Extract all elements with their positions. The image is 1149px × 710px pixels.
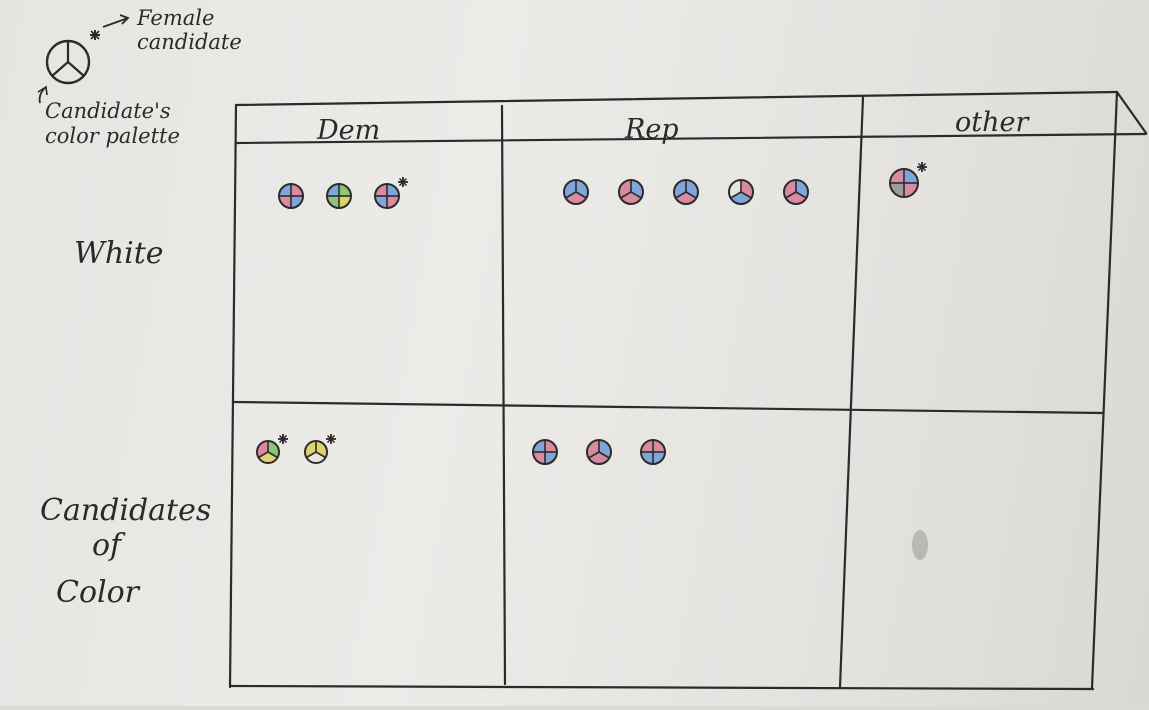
candidate-icons [256, 162, 927, 465]
female-label-line2: candidate [137, 30, 242, 54]
female-label-line1: Female [136, 6, 214, 30]
candidate-icon-white-dem [278, 183, 304, 209]
palette-slice [533, 452, 545, 464]
candidate-icon-color-dem [304, 434, 336, 464]
palette-slice [620, 192, 642, 204]
palette-label-line1: Candidate's [45, 99, 171, 123]
female-star-icon [917, 162, 927, 172]
female-star-icon [90, 30, 100, 40]
palette-divider [315, 451, 326, 459]
palette-divider [306, 451, 317, 459]
palette-divider [685, 191, 697, 199]
row-label-color-line3: Color [56, 575, 141, 610]
palette-slice [339, 196, 351, 208]
palette-slice [890, 183, 904, 197]
palette-divider [740, 191, 752, 199]
palette-slice [653, 440, 665, 452]
palette-slice [675, 192, 697, 204]
palette-divider [588, 451, 600, 459]
row-label-color-line2: of [92, 528, 126, 563]
palette-slice [387, 196, 399, 208]
palette-divider [620, 191, 632, 199]
palette-slice [327, 184, 339, 196]
candidate-icon-white-dem [326, 183, 352, 209]
palette-slice [653, 452, 665, 464]
candidate-icon-color-rep [532, 439, 558, 465]
palette-divider [675, 191, 687, 199]
palette-divider [795, 191, 807, 199]
palette-divider [575, 191, 587, 199]
palette-slice [641, 452, 653, 464]
palette-slice [279, 184, 291, 196]
female-star-icon [326, 434, 336, 444]
palette-slice [904, 169, 918, 183]
palette-slice [291, 184, 303, 196]
candidate-icon-color-dem [256, 434, 288, 464]
palette-slice [387, 184, 399, 196]
palette-slice [533, 440, 545, 452]
palette-slice [339, 184, 351, 196]
palette-slice [904, 183, 918, 197]
female-star-icon [278, 434, 288, 444]
palette-divider [598, 451, 610, 459]
candidate-icon-white-other [889, 162, 927, 198]
palette-slice [588, 452, 610, 464]
legend: Female candidate Candidate's color palet… [37, 6, 242, 148]
column-header-other: other [955, 107, 1030, 138]
palette-slice [641, 440, 653, 452]
candidate-icon-white-rep [618, 179, 644, 205]
palette-divider [730, 191, 742, 199]
candidate-icon-white-rep [783, 179, 809, 205]
column-header-rep: Rep [624, 114, 679, 145]
table-grid [228, 90, 1148, 691]
palette-slice [327, 196, 339, 208]
candidate-icon-white-rep [563, 179, 589, 205]
palette-slice [730, 192, 752, 204]
candidate-icon-color-rep [586, 439, 612, 465]
candidate-icon-color-rep [640, 439, 666, 465]
female-star-icon [398, 177, 408, 187]
palette-slice [291, 196, 303, 208]
candidate-icon-white-rep [728, 179, 754, 205]
palette-slice [375, 184, 387, 196]
palette-label-line2: color palette [45, 124, 180, 148]
row-label-white: White [74, 236, 164, 271]
palette-divider [258, 451, 269, 459]
arrow-right-icon [102, 14, 130, 28]
column-header-dem: Dem [316, 115, 380, 146]
palette-slice [565, 192, 587, 204]
legend-example-icon [45, 39, 91, 85]
palette-divider [785, 191, 797, 199]
palette-divider [565, 191, 577, 199]
palette-divider [267, 451, 278, 459]
candidate-icon-white-dem [374, 177, 408, 209]
palette-slice [279, 196, 291, 208]
arrow-up-icon [37, 85, 48, 104]
candidate-icon-white-rep [673, 179, 699, 205]
palette-slice [375, 196, 387, 208]
palette-slice [785, 192, 807, 204]
palette-slice [890, 169, 904, 183]
eraser-smudge [912, 530, 928, 560]
palette-slice [545, 452, 557, 464]
row-label-color-line1: Candidates [40, 493, 211, 528]
palette-slice [545, 440, 557, 452]
palette-divider [630, 191, 642, 199]
